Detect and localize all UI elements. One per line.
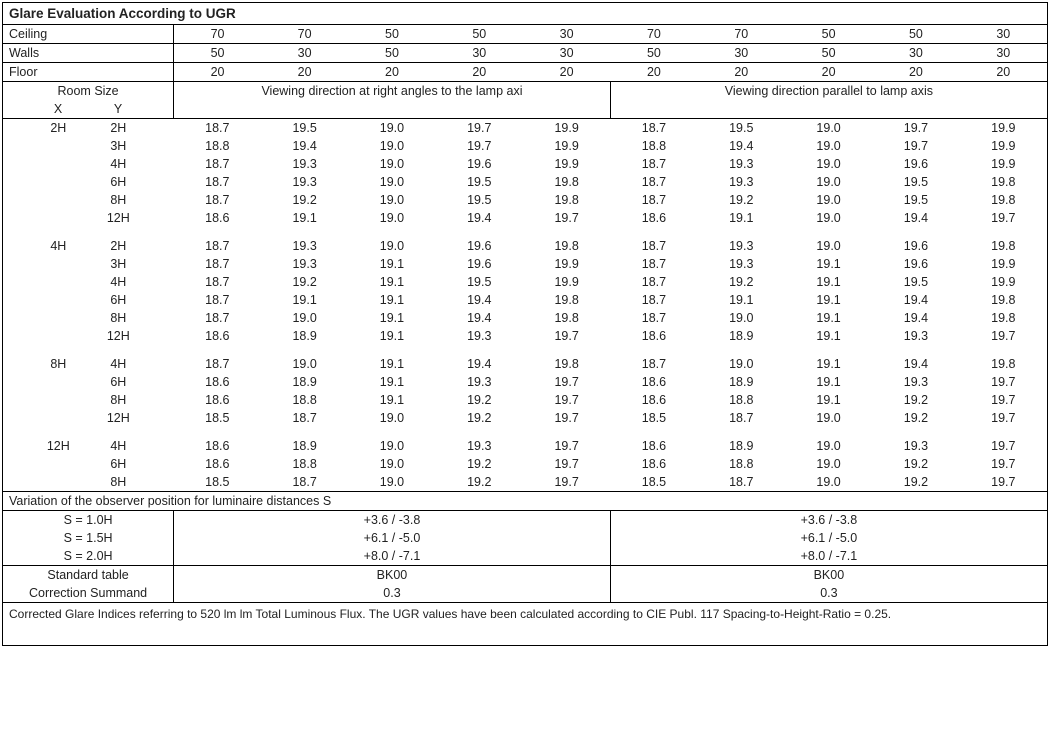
row-label: 6H bbox=[3, 173, 174, 191]
header-label: Ceiling bbox=[3, 25, 174, 44]
y-label: Y bbox=[88, 100, 148, 118]
row-label: 4H bbox=[3, 155, 174, 173]
row-label: 6H bbox=[3, 373, 174, 391]
view-right-label: Viewing direction at right angles to the… bbox=[174, 82, 611, 101]
row-label: 4H bbox=[3, 273, 174, 291]
table-title: Glare Evaluation According to UGR bbox=[3, 3, 1047, 25]
row-label: 6H bbox=[3, 455, 174, 473]
variation-s: S = 1.0H bbox=[3, 511, 174, 530]
row-label: 3H bbox=[3, 137, 174, 155]
table-footer: Corrected Glare Indices referring to 520… bbox=[3, 602, 1047, 645]
row-label: 12H bbox=[3, 209, 174, 227]
standard-table-label: Standard table bbox=[3, 566, 174, 585]
x-label: X bbox=[28, 100, 88, 118]
row-label: 4H2H bbox=[3, 237, 174, 255]
row-label: 8H bbox=[3, 191, 174, 209]
ugr-table-container: Glare Evaluation According to UGR Ceilin… bbox=[2, 2, 1048, 646]
row-label: 8H4H bbox=[3, 355, 174, 373]
row-label: 12H bbox=[3, 327, 174, 345]
row-label: 8H bbox=[3, 309, 174, 327]
row-label: 12H4H bbox=[3, 437, 174, 455]
header-label: Walls bbox=[3, 44, 174, 63]
row-label: 8H bbox=[3, 391, 174, 409]
row-label: 6H bbox=[3, 291, 174, 309]
variation-s: S = 2.0H bbox=[3, 547, 174, 566]
view-parallel-label: Viewing direction parallel to lamp axis bbox=[610, 82, 1047, 101]
variation-label: Variation of the observer position for l… bbox=[3, 492, 1047, 511]
row-label: 2H2H bbox=[3, 119, 174, 138]
row-label: 3H bbox=[3, 255, 174, 273]
correction-label: Correction Summand bbox=[3, 584, 174, 602]
header-label: Floor bbox=[3, 63, 174, 82]
row-label: 8H bbox=[3, 473, 174, 492]
ugr-table: Ceiling70705050307070505030Walls50305030… bbox=[3, 25, 1047, 602]
variation-s: S = 1.5H bbox=[3, 529, 174, 547]
row-label: 12H bbox=[3, 409, 174, 427]
